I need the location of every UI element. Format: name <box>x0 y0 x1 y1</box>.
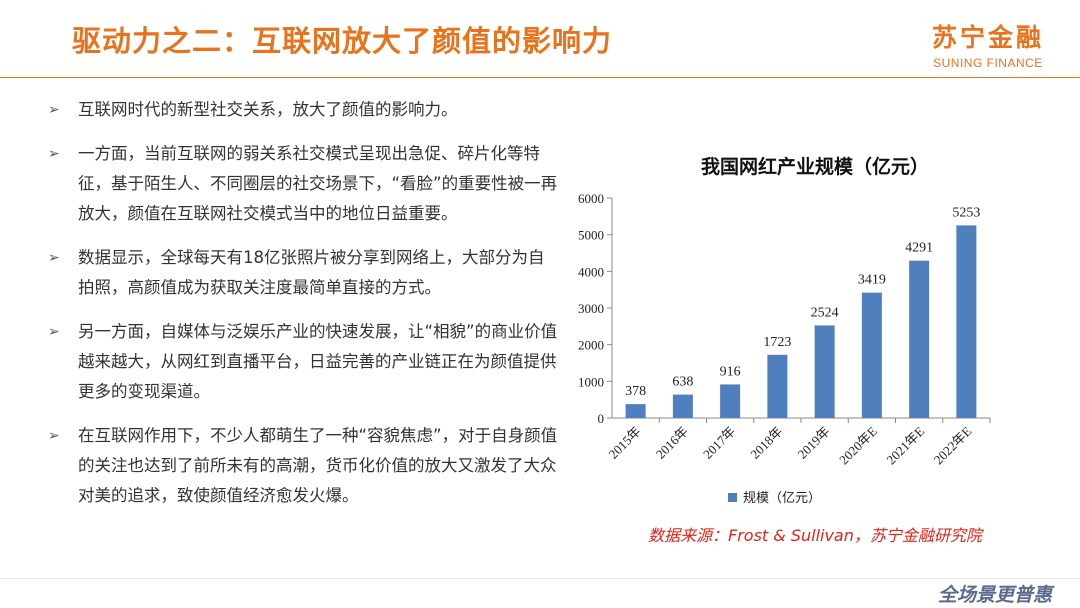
arrow-bullet-icon: ➢ <box>48 250 60 266</box>
bullet-item: ➢ 一方面，当前互联网的弱关系社交模式呈现出急促、碎片化等特征，基于陌生人、不同… <box>48 139 558 229</box>
footer-divider <box>0 578 1080 579</box>
bullet-item: ➢ 在互联网作用下，不少人都萌生了一种“容貌焦虑”，对于自身颜值的关注也达到了前… <box>48 421 558 511</box>
bullet-list: ➢ 互联网时代的新型社交关系，放大了颜值的影响力。 ➢ 一方面，当前互联网的弱关… <box>48 95 558 525</box>
brand-logo: 苏宁金融 SUNING FINANCE <box>932 18 1044 70</box>
logo-en: SUNING FINANCE <box>933 56 1043 70</box>
y-tick-label: 3000 <box>578 301 604 316</box>
bullet-item: ➢ 数据显示，全球每天有18亿张照片被分享到网络上，大部分为自拍照，高颜值成为获… <box>48 243 558 303</box>
data-label: 378 <box>625 384 646 399</box>
arrow-bullet-icon: ➢ <box>48 428 60 444</box>
y-tick-label: 6000 <box>578 191 604 206</box>
bar <box>861 292 882 418</box>
logo-cn: 苏宁金融 <box>931 23 1044 52</box>
legend-swatch <box>728 493 737 502</box>
bar <box>814 325 835 418</box>
x-tick-label: 2018年 <box>747 424 785 462</box>
bullet-text: 数据显示，全球每天有18亿张照片被分享到网络上，大部分为自拍照，高颜值成为获取关… <box>78 248 545 297</box>
x-tick-label: 2019年 <box>795 424 833 462</box>
bar <box>956 225 977 418</box>
data-label: 2524 <box>811 305 839 320</box>
x-tick-label: 2015年 <box>606 424 644 462</box>
data-label: 1723 <box>763 335 791 350</box>
header: 驱动力之二：互联网放大了颜值的影响力 苏宁金融 SUNING FINANCE <box>0 0 1080 80</box>
arrow-bullet-icon: ➢ <box>48 146 60 162</box>
data-label: 916 <box>720 364 741 379</box>
x-tick-label: 2020年E <box>836 423 880 467</box>
data-label: 638 <box>672 375 693 390</box>
bar <box>767 354 788 418</box>
header-divider <box>0 77 1080 78</box>
y-tick-label: 4000 <box>578 264 604 279</box>
y-tick-label: 1000 <box>578 374 604 389</box>
chart-title: 我国网红产业规模（亿元） <box>701 155 929 178</box>
bar <box>672 394 693 418</box>
arrow-bullet-icon: ➢ <box>48 102 60 118</box>
x-tick-label: 2016年 <box>653 424 691 462</box>
data-label: 4291 <box>905 241 933 256</box>
bullet-text: 互联网时代的新型社交关系，放大了颜值的影响力。 <box>78 100 458 119</box>
x-tick-label: 2022年E <box>931 423 975 467</box>
y-tick-label: 2000 <box>578 338 604 353</box>
x-tick-label: 2021年E <box>883 423 927 467</box>
y-tick-label: 0 <box>598 411 605 426</box>
chart-svg: 我国网红产业规模（亿元） 0 1000 2000 3000 4000 5000 6000 37… <box>578 155 991 506</box>
footer-brand: 全场景更普惠 <box>937 584 1052 606</box>
data-label: 3419 <box>858 273 886 288</box>
bar <box>720 384 741 418</box>
legend-label: 规模（亿元） <box>743 491 821 506</box>
bullet-item: ➢ 互联网时代的新型社交关系，放大了颜值的影响力。 <box>48 95 558 125</box>
data-label: 5253 <box>952 205 980 220</box>
bar <box>625 404 646 418</box>
bullet-text: 另一方面，自媒体与泛娱乐产业的快速发展，让“相貌”的商业价值越来越大，从网红到直… <box>78 322 558 401</box>
bullet-text: 在互联网作用下，不少人都萌生了一种“容貌焦虑”，对于自身颜值的关注也达到了前所未… <box>78 426 558 505</box>
y-tick-label: 5000 <box>578 228 604 243</box>
bullet-text: 一方面，当前互联网的弱关系社交模式呈现出急促、碎片化等特征，基于陌生人、不同圈层… <box>78 144 558 223</box>
bar <box>909 260 930 418</box>
bullet-item: ➢ 另一方面，自媒体与泛娱乐产业的快速发展，让“相貌”的商业价值越来越大，从网红… <box>48 317 558 407</box>
bar-chart: 我国网红产业规模（亿元） 0 1000 2000 3000 4000 5000 6000 37… <box>560 140 1060 520</box>
data-source: 数据来源：Frost & Sullivan，苏宁金融研究院 <box>648 526 982 545</box>
x-tick-label: 2017年 <box>700 424 738 462</box>
arrow-bullet-icon: ➢ <box>48 324 60 340</box>
page-title: 驱动力之二：互联网放大了颜值的影响力 <box>72 24 613 58</box>
